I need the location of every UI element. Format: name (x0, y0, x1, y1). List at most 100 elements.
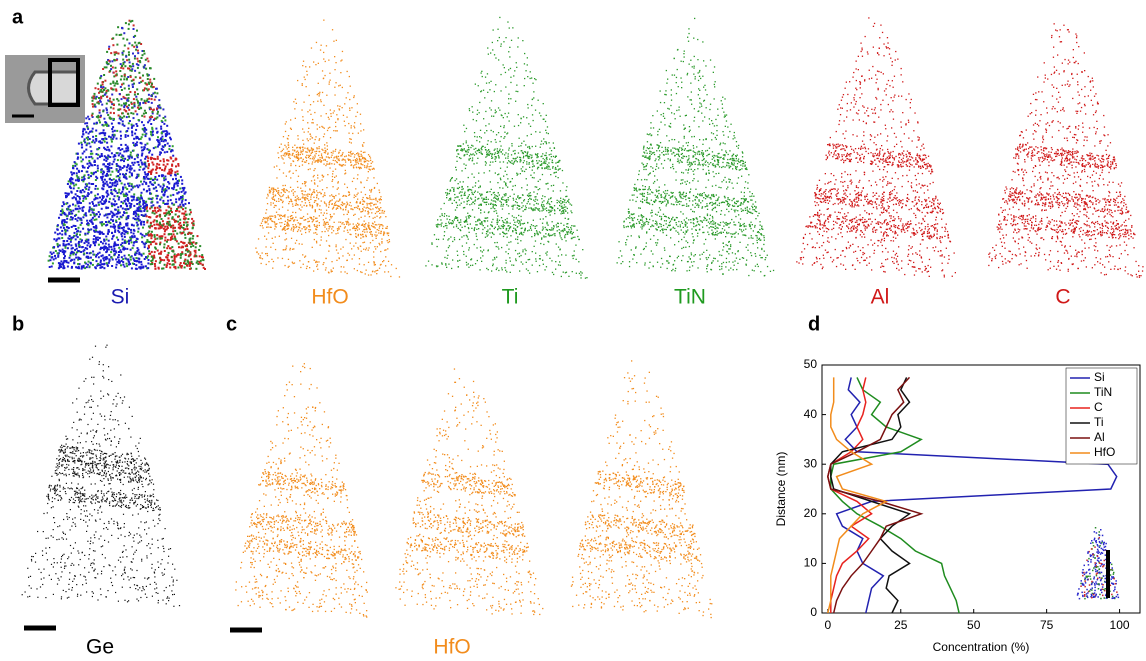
point (350, 202, 351, 203)
point (283, 249, 284, 250)
point (524, 223, 525, 224)
point (539, 210, 540, 211)
point (190, 211, 192, 213)
point (302, 128, 303, 129)
point (288, 157, 289, 158)
point (295, 205, 296, 206)
point (118, 189, 120, 191)
point (169, 169, 171, 171)
point (75, 238, 77, 240)
point (184, 237, 186, 239)
point (324, 221, 325, 222)
point (141, 121, 143, 123)
point (137, 107, 139, 109)
point (314, 183, 315, 184)
point (366, 236, 367, 237)
point (284, 155, 285, 156)
point (78, 243, 80, 245)
point (168, 217, 170, 219)
point (371, 203, 372, 204)
point (471, 145, 472, 146)
point (180, 262, 182, 264)
point (181, 191, 183, 193)
point (336, 249, 337, 250)
point (72, 252, 74, 254)
point (343, 266, 344, 267)
point (555, 162, 556, 163)
point (193, 220, 195, 222)
point (49, 255, 51, 257)
point (375, 199, 376, 200)
point (108, 213, 110, 215)
point (125, 231, 127, 233)
point (146, 241, 148, 243)
point (505, 37, 506, 38)
point (326, 213, 327, 214)
point (145, 102, 147, 104)
point (582, 249, 583, 250)
point (375, 213, 376, 214)
point (312, 137, 313, 138)
point (153, 86, 155, 88)
point (136, 176, 138, 178)
point (438, 239, 439, 240)
point (139, 169, 141, 171)
point (319, 161, 320, 162)
point (320, 99, 321, 100)
point (63, 227, 65, 229)
point (491, 116, 492, 117)
point (114, 85, 116, 87)
point (139, 77, 141, 79)
point (162, 194, 164, 196)
point (92, 183, 94, 185)
point (368, 262, 369, 263)
point (99, 109, 101, 111)
point (303, 150, 304, 151)
point (456, 178, 457, 179)
point (122, 67, 124, 69)
point (167, 245, 169, 247)
point (543, 138, 544, 139)
point (75, 235, 77, 237)
point (319, 138, 320, 139)
point (190, 258, 192, 260)
point (357, 270, 358, 271)
point (129, 120, 131, 122)
point (447, 255, 448, 256)
point (347, 214, 348, 215)
point (319, 127, 320, 128)
point (116, 59, 118, 61)
point (271, 189, 272, 190)
point (116, 34, 118, 36)
point (111, 101, 113, 103)
point (282, 150, 283, 151)
point (330, 113, 331, 114)
point (130, 21, 132, 23)
point (114, 158, 116, 160)
point (175, 174, 177, 176)
point (159, 107, 161, 109)
point (146, 88, 148, 90)
point (585, 278, 586, 279)
point (313, 270, 314, 271)
point (472, 145, 473, 146)
point (131, 125, 133, 127)
point (506, 271, 507, 272)
point (277, 257, 278, 258)
point (102, 181, 104, 183)
point (160, 237, 162, 239)
point (294, 145, 295, 146)
point (131, 157, 133, 159)
point (478, 187, 479, 188)
point (508, 69, 509, 70)
point (61, 209, 63, 211)
point (123, 151, 125, 153)
point (287, 216, 288, 217)
point (296, 151, 297, 152)
point (457, 196, 458, 197)
point (342, 222, 343, 223)
point (524, 53, 525, 54)
point (192, 227, 194, 229)
point (69, 255, 71, 257)
